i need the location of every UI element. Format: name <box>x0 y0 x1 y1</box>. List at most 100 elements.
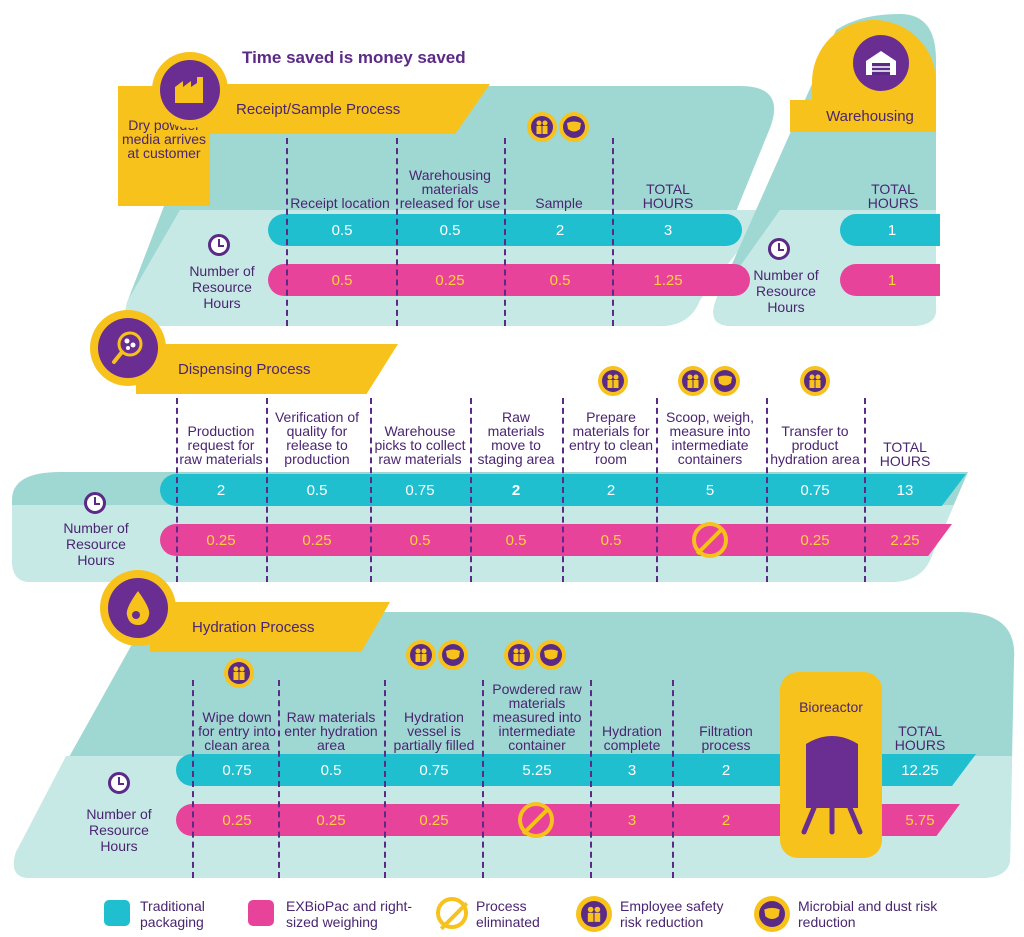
clock-icon <box>768 238 790 260</box>
dispensing-col-0: Production request for raw materials <box>179 423 263 467</box>
dispensing-bubble <box>90 310 166 386</box>
warehouse-banner-label: Warehousing <box>826 108 914 125</box>
divider <box>612 138 614 326</box>
divider <box>370 398 372 582</box>
dispensing-col-7: TOTAL HOURS <box>879 439 931 469</box>
dispensing-col-2: Warehouse picks to collect raw materials <box>374 423 466 467</box>
hydration-ex-4: 3 <box>627 811 637 829</box>
receipt-ex-0: 0.5 <box>331 271 353 289</box>
hydration-banner: Hydration Process <box>150 602 390 652</box>
receipt-banner: Receipt/Sample Process <box>200 84 490 134</box>
dispensing-banner-label: Dispensing Process <box>178 360 311 378</box>
divider <box>266 398 268 582</box>
receipt-ex-2: 0.5 <box>549 271 571 289</box>
receipt-trad-0: 0.5 <box>331 221 353 239</box>
dispensing-col-5: Scoop, weigh, measure into intermediate … <box>666 409 754 467</box>
employee-safety-icon <box>527 112 557 142</box>
legend-exbiopac-label: EXBioPac and right-sized weighing <box>286 898 413 930</box>
factory-icon <box>160 60 220 120</box>
dispensing-col-1: Verification of quality for release to p… <box>274 409 360 467</box>
divider <box>482 680 484 878</box>
droplet-icon <box>108 578 168 638</box>
mask-icon <box>754 896 790 932</box>
mask-icon <box>438 640 468 670</box>
warehouse-trad-0: 1 <box>887 221 897 239</box>
receipt-trad-2: 2 <box>555 221 565 239</box>
divider <box>192 680 194 878</box>
legend-employee-label: Employee safety risk reduction <box>620 898 724 930</box>
dispense-icon <box>98 318 158 378</box>
receipt-col-3: TOTAL HOURS <box>642 181 694 211</box>
dispensing-trad-6: 0.75 <box>800 481 830 499</box>
warehouse-banner-bg <box>790 100 936 132</box>
hydration-col-6: Bioreactor <box>799 699 863 715</box>
warehouse-traditional-bar <box>840 214 940 246</box>
dispensing-ex-7: 2.25 <box>890 531 920 549</box>
hydration-trad-3: 5.25 <box>522 761 552 779</box>
legend-exbiopac-swatch <box>248 900 274 926</box>
no-entry-icon <box>692 522 728 558</box>
hydration-trad-1: 0.5 <box>320 761 342 779</box>
divider <box>656 398 658 582</box>
dispensing-banner: Dispensing Process <box>136 344 398 394</box>
warehouse-exbiopac-bar <box>840 264 940 296</box>
dispensing-ex-3: 0.5 <box>505 531 527 549</box>
divider <box>864 398 866 582</box>
hydration-ex-0: 0.25 <box>222 811 252 829</box>
hydration-ex-1: 0.25 <box>316 811 346 829</box>
warehouse-icon <box>853 35 909 91</box>
dispensing-ex-2: 0.5 <box>409 531 431 549</box>
hydration-trad-5: 2 <box>721 761 731 779</box>
employee-safety-icon <box>598 366 628 396</box>
receipt-col-1: Warehousing materials released for use <box>399 167 501 211</box>
dispensing-col-4: Prepare materials for entry to clean roo… <box>568 409 654 467</box>
dispensing-ex-1: 0.25 <box>302 531 332 549</box>
hydration-trad-7: 12.25 <box>901 761 939 779</box>
hydration-col-5: Filtration process <box>699 723 753 753</box>
clock-icon <box>84 492 106 514</box>
dispensing-col-3: Raw materials move to staging area <box>477 409 555 467</box>
receipt-trad-1: 0.5 <box>439 221 461 239</box>
dispensing-col-6: Transfer to product hydration area <box>770 423 860 467</box>
legend-microbial-label: Microbial and dust risk reduction <box>798 898 938 930</box>
divider <box>176 398 178 582</box>
hydration-row-label: Number of Resource Hours <box>86 806 152 854</box>
warehouse-col-0: TOTAL HOURS <box>867 181 919 211</box>
divider <box>766 398 768 582</box>
dispensing-trad-4: 2 <box>606 481 616 499</box>
hydration-ex-5: 2 <box>721 811 731 829</box>
employee-safety-icon <box>406 640 436 670</box>
dispensing-trad-2: 0.75 <box>405 481 435 499</box>
divider <box>278 680 280 878</box>
mask-icon <box>536 640 566 670</box>
mask-icon <box>710 366 740 396</box>
hydration-col-1: Raw materials enter hydration area <box>284 709 378 753</box>
legend-traditional-swatch <box>104 900 130 926</box>
receipt-banner-label: Receipt/Sample Process <box>236 100 401 118</box>
warehouse-bubble <box>848 30 914 96</box>
divider <box>590 680 592 878</box>
hydration-col-7: TOTAL HOURS <box>894 723 946 753</box>
hydration-banner-label: Hydration Process <box>192 618 315 636</box>
hydration-col-0: Wipe down for entry into clean area <box>198 709 276 753</box>
dispensing-trad-0: 2 <box>216 481 226 499</box>
no-entry-icon <box>518 802 554 838</box>
bioreactor-icon <box>801 736 863 835</box>
receipt-ex-3: 1.25 <box>653 271 683 289</box>
page-title: Time saved is money saved <box>242 48 466 67</box>
receipt-row-label: Number of Resource Hours <box>189 263 255 311</box>
divider <box>470 398 472 582</box>
hydration-bubble <box>100 570 176 646</box>
hydration-col-3: Powdered raw materials measured into int… <box>492 681 582 753</box>
receipt-trad-3: 3 <box>663 221 673 239</box>
divider <box>562 398 564 582</box>
employee-safety-icon <box>800 366 830 396</box>
employee-safety-icon <box>224 658 254 688</box>
receipt-ex-1: 0.25 <box>435 271 465 289</box>
mask-icon <box>559 112 589 142</box>
legend-traditional-label: Traditional packaging <box>140 898 205 930</box>
clock-icon <box>208 234 230 256</box>
employee-safety-icon <box>576 896 612 932</box>
divider <box>396 138 398 326</box>
dispensing-exbiopac-bar <box>160 524 952 556</box>
